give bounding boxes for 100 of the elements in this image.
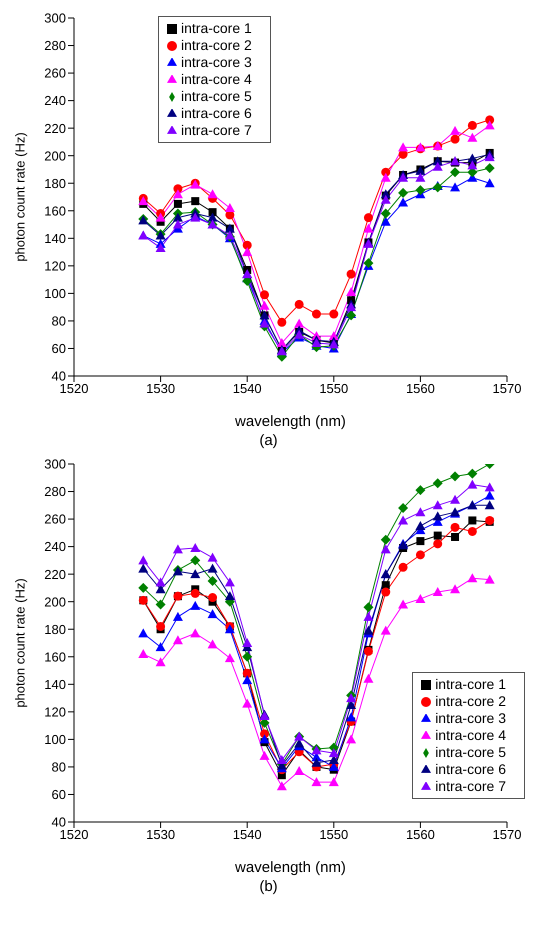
- legend-label: intra-core 6: [181, 105, 252, 121]
- point: [450, 471, 460, 482]
- point: [208, 593, 218, 602]
- point: [190, 555, 200, 566]
- point: [363, 612, 374, 621]
- point: [294, 300, 304, 309]
- y-tick-label: 280: [44, 484, 66, 500]
- legend-label: intra-core 7: [435, 778, 506, 794]
- point: [432, 182, 443, 192]
- point: [363, 258, 374, 268]
- y-tick-label: 300: [44, 10, 66, 26]
- point: [484, 163, 495, 174]
- point: [311, 777, 322, 786]
- text: (a): [258, 432, 279, 451]
- point: [415, 485, 426, 496]
- legend-label: intra-core 3: [435, 710, 506, 726]
- y-tick-label: 260: [44, 512, 66, 527]
- point: [363, 626, 374, 635]
- point: [190, 600, 200, 610]
- point: [208, 639, 218, 648]
- y-tick-label: 160: [44, 203, 66, 218]
- point: [172, 220, 183, 229]
- y-tick-label: 120: [44, 704, 66, 720]
- point: [346, 302, 356, 312]
- point: [190, 588, 200, 598]
- y-tick-label: 240: [44, 539, 66, 554]
- legend-label: intra-core 2: [435, 693, 506, 709]
- point: [172, 189, 183, 198]
- y-tick-label: 40: [52, 368, 66, 384]
- point: [294, 318, 304, 328]
- point: [363, 674, 374, 683]
- point: [190, 542, 200, 552]
- point: [398, 515, 408, 524]
- y-tick-label: 80: [52, 314, 66, 329]
- x-axis-title: wavelength (nm): [234, 859, 346, 876]
- y-tick-label: 40: [52, 814, 66, 830]
- point: [156, 577, 166, 586]
- point: [415, 172, 426, 182]
- point: [467, 468, 478, 479]
- y-tick-label: 300: [44, 456, 66, 472]
- point: [224, 591, 235, 600]
- point: [450, 494, 460, 504]
- y-tick-label: 200: [44, 148, 66, 164]
- point: [433, 539, 442, 548]
- point: [450, 182, 460, 192]
- point: [450, 126, 460, 135]
- point: [346, 270, 356, 279]
- point: [434, 532, 442, 540]
- point: [398, 198, 408, 207]
- point: [156, 657, 166, 666]
- y-tick-label: 80: [52, 760, 66, 775]
- point: [416, 537, 424, 546]
- point: [208, 609, 218, 618]
- x-axis-title: wavelength (nm): [234, 413, 346, 430]
- point: [242, 638, 252, 647]
- point: [432, 162, 443, 171]
- x-tick-label: 1560: [406, 827, 435, 842]
- point: [138, 628, 148, 638]
- point: [312, 310, 321, 319]
- y-tick-label: 140: [44, 230, 66, 246]
- x-tick-label: 1530: [146, 381, 176, 396]
- y-tick-label: 160: [44, 649, 66, 664]
- point: [380, 208, 391, 219]
- point: [398, 503, 408, 514]
- point: [346, 712, 356, 722]
- point: [380, 534, 391, 545]
- x-tick-label: 1570: [492, 827, 522, 842]
- point: [450, 522, 460, 532]
- point: [484, 152, 495, 162]
- point: [138, 582, 148, 593]
- point: [190, 628, 200, 638]
- point: [346, 693, 356, 702]
- point: [242, 698, 252, 708]
- point: [138, 555, 148, 564]
- point: [381, 588, 390, 597]
- point: [190, 569, 200, 578]
- point: [156, 212, 166, 222]
- point: [138, 564, 148, 573]
- point: [260, 290, 270, 300]
- y-tick-label: 60: [52, 341, 66, 356]
- point: [450, 584, 460, 594]
- point: [415, 520, 426, 530]
- point: [172, 544, 183, 554]
- point: [276, 781, 287, 790]
- point: [172, 635, 183, 644]
- point: [294, 766, 304, 776]
- legend-label: intra-core 4: [435, 727, 506, 743]
- point: [156, 642, 166, 652]
- point: [468, 120, 477, 130]
- x-tick-label: 1570: [492, 381, 522, 396]
- x-tick-label: 1520: [60, 381, 88, 396]
- point: [450, 134, 460, 144]
- legend-label: intra-core 5: [181, 88, 252, 104]
- point: [467, 160, 478, 170]
- point: [260, 318, 270, 328]
- y-tick-label: 220: [44, 120, 66, 136]
- point: [380, 544, 391, 554]
- point: [208, 208, 217, 216]
- x-tick-label: 1520: [60, 827, 88, 842]
- point: [172, 212, 183, 222]
